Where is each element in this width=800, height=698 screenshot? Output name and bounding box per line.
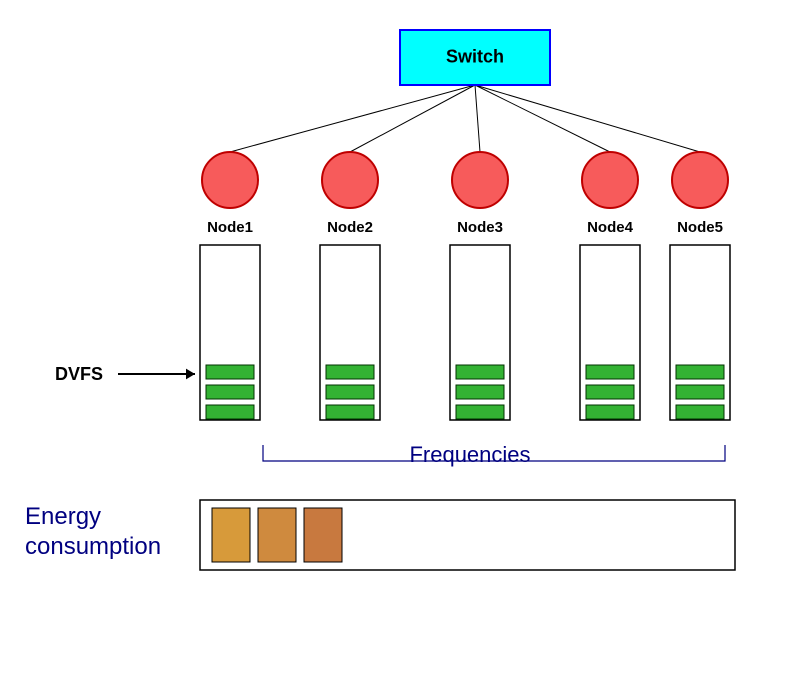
dvfs-slot-4-2 [586,385,634,399]
dvfs-slot-4-1 [586,365,634,379]
dvfs-label: DVFS [55,364,103,384]
energy-cell-2 [258,508,296,562]
node-label-n1: Node1 [207,219,253,236]
dvfs-slot-2-3 [326,405,374,419]
node-label-n3: Node3 [457,219,503,236]
dvfs-slot-1-1 [206,365,254,379]
node-label-n4: Node4 [587,219,634,236]
energy-cell-1 [212,508,250,562]
energy-label-line2: consumption [25,533,161,560]
node-circle-n5 [672,152,728,208]
dvfs-slot-1-3 [206,405,254,419]
switch-label: Switch [446,46,504,66]
frequencies-label: Frequencies [409,442,530,467]
dvfs-slot-5-3 [676,405,724,419]
dvfs-slot-5-1 [676,365,724,379]
dvfs-slot-3-2 [456,385,504,399]
dvfs-slot-2-1 [326,365,374,379]
node-label-n2: Node2 [327,219,373,236]
dvfs-slot-4-3 [586,405,634,419]
node-circle-n4 [582,152,638,208]
energy-label-line1: Energy [25,503,101,530]
dvfs-slot-5-2 [676,385,724,399]
dvfs-slot-2-2 [326,385,374,399]
dvfs-slot-3-1 [456,365,504,379]
node-circle-n3 [452,152,508,208]
node-circle-n1 [202,152,258,208]
node-label-n5: Node5 [677,219,723,236]
dvfs-slot-1-2 [206,385,254,399]
node-circle-n2 [322,152,378,208]
energy-cell-3 [304,508,342,562]
dvfs-slot-3-3 [456,405,504,419]
